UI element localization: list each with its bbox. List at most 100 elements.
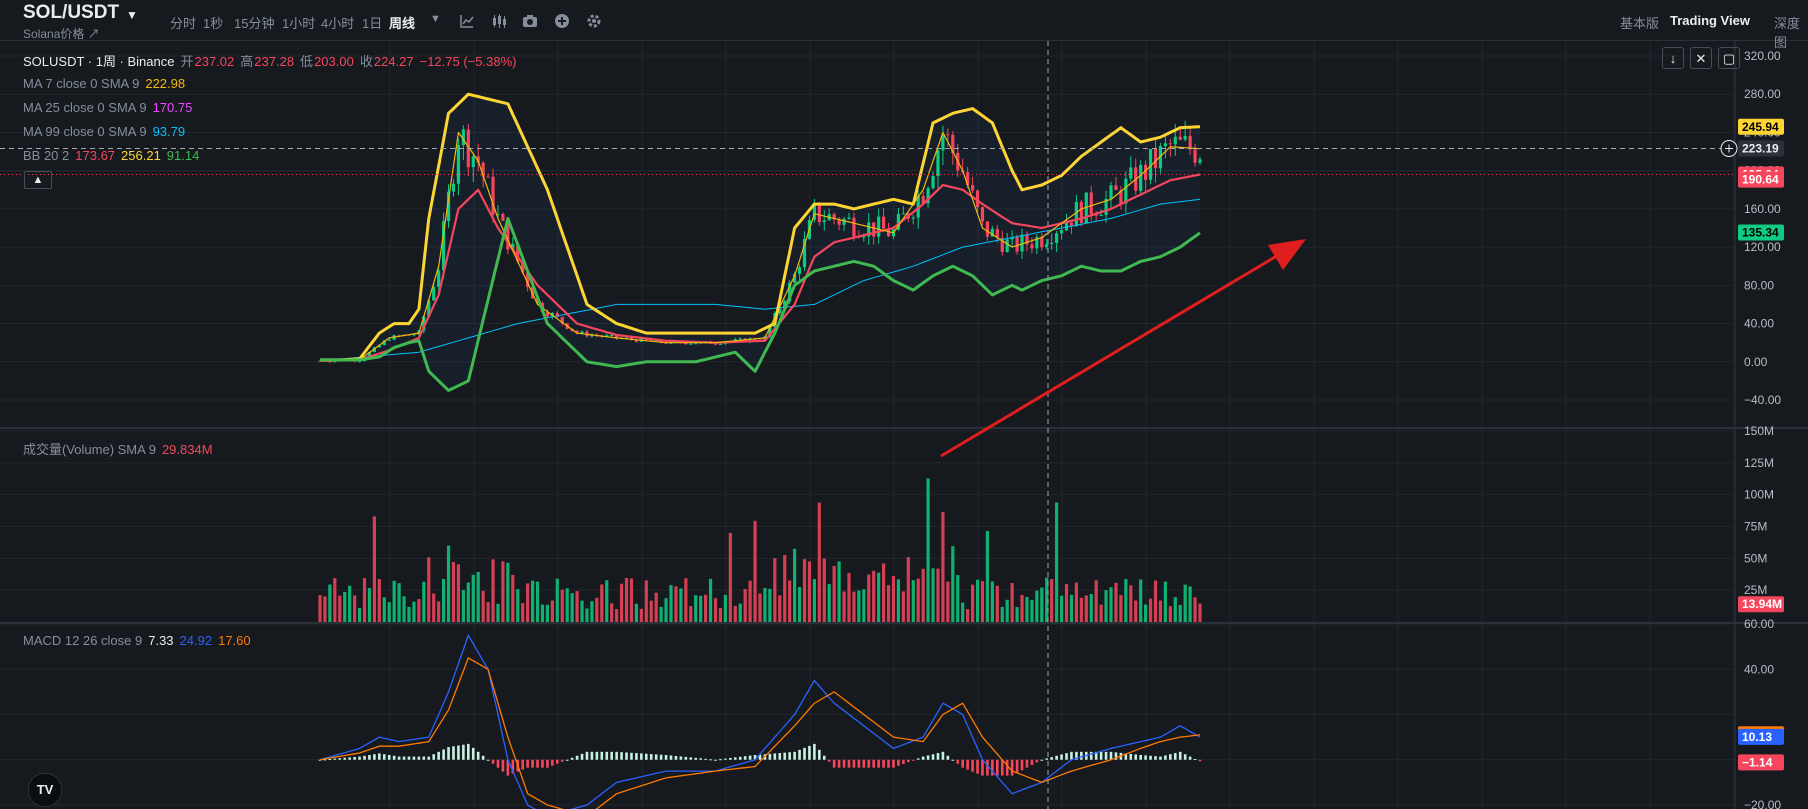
bb-upper: 256.21	[121, 148, 161, 163]
volume-bar	[422, 581, 426, 622]
volume-bar	[1104, 590, 1108, 622]
candle	[862, 236, 866, 238]
indicator-icon[interactable]	[459, 13, 475, 29]
volume-bar	[407, 606, 411, 622]
candle	[812, 202, 816, 220]
volume-bar	[837, 561, 841, 622]
volume-bar	[456, 564, 461, 622]
price-tick-label: 160.00	[1744, 202, 1781, 216]
candle	[1163, 143, 1167, 147]
volume-bar	[674, 586, 678, 622]
candle	[1178, 136, 1182, 140]
macd-hist-bar	[412, 756, 416, 760]
macd-hist-bar	[382, 754, 386, 760]
timeframe-tab-2[interactable]: 1秒	[203, 16, 224, 31]
macd-hist-bar	[684, 756, 688, 760]
macd-hist-bar	[605, 751, 609, 760]
macd-hist-bar	[1060, 754, 1063, 760]
ma25-legend[interactable]: MA 25 close 0 SMA 9 170.75	[23, 100, 198, 115]
timeframe-tab-6[interactable]: 1日	[362, 16, 383, 31]
volume-bar	[550, 600, 554, 622]
macd-legend[interactable]: MACD 12 26 close 9 7.33 24.92 17.60	[23, 633, 257, 648]
camera-icon[interactable]	[522, 13, 538, 29]
settings-icon[interactable]	[586, 13, 602, 29]
macd-hist-bar	[1159, 756, 1162, 760]
candle	[575, 330, 579, 334]
view-tradingview-link[interactable]: Trading View	[1670, 13, 1750, 28]
volume-bar	[427, 557, 431, 622]
expand-icon[interactable]: ▢	[1718, 47, 1740, 69]
tradingview-logo-icon[interactable]: TV	[28, 773, 62, 807]
volume-bar	[629, 578, 634, 622]
volume-tick-label: 50M	[1744, 551, 1767, 565]
macd-hist-bar	[541, 759, 544, 768]
macd-hist-bar	[620, 752, 623, 760]
candle	[422, 316, 426, 331]
candle	[1148, 148, 1153, 180]
symbol-subtitle-link[interactable]: Solana价格 ↗	[23, 27, 100, 41]
candle	[526, 272, 530, 288]
volume-bar	[644, 580, 648, 622]
bb-legend[interactable]: BB 20 2 173.67 256.21 91.14	[23, 148, 205, 163]
volume-bar	[1094, 580, 1098, 622]
candle	[788, 282, 792, 302]
crosshair-overlay	[0, 41, 1738, 809]
legend-symbol: SOLUSDT · 1周 · Binance	[23, 54, 175, 69]
collapse-legend-button[interactable]: ▲	[24, 171, 52, 189]
ma7-legend[interactable]: MA 7 close 0 SMA 9 222.98	[23, 76, 191, 91]
volume-bar	[817, 502, 821, 622]
timeframe-tab-weekly[interactable]: 周线	[389, 16, 416, 31]
download-icon[interactable]: ↓	[1662, 47, 1684, 69]
macd-hist-bar	[931, 754, 935, 760]
price-axis: 320.00280.00240.00200.00160.00120.0080.0…	[1744, 49, 1781, 809]
plus-icon[interactable]	[554, 13, 570, 29]
candle	[1020, 234, 1024, 252]
price-tick-label: 120.00	[1744, 240, 1781, 254]
macd-hist-bar	[551, 759, 554, 766]
more-timeframes-icon[interactable]: ▼	[430, 13, 441, 25]
macd-hist-bar	[1129, 753, 1133, 760]
view-depth-link[interactable]: 深度图	[1774, 16, 1801, 50]
macd-hist-bar	[1144, 755, 1147, 760]
volume-bar	[481, 590, 485, 622]
volume-bar	[936, 568, 940, 622]
candle	[1168, 143, 1172, 145]
volume-bar	[362, 578, 367, 622]
macd-histogram	[318, 743, 1202, 776]
macd-hist-bar	[1154, 756, 1157, 760]
candle	[580, 331, 584, 334]
candle	[1000, 237, 1004, 252]
volume-bar	[1129, 585, 1133, 622]
macd-hist-bar	[808, 745, 811, 760]
candle	[432, 286, 436, 301]
volume-bar	[600, 584, 604, 622]
volume-bar	[975, 579, 980, 622]
high-value: 237.28	[254, 54, 295, 69]
candle	[1064, 222, 1069, 231]
symbol-dropdown-icon[interactable]: ▼	[126, 8, 138, 22]
fullscreen-icon[interactable]: ✕	[1690, 47, 1712, 69]
candle	[461, 129, 465, 145]
symbol-title[interactable]: SOL/USDT	[23, 2, 120, 23]
timeframe-tab-5[interactable]: 4小时	[321, 16, 355, 31]
candle	[501, 214, 505, 221]
timeframe-tab-4[interactable]: 1小时	[282, 16, 316, 31]
candle-type-icon[interactable]	[491, 13, 507, 29]
volume-bar	[1099, 604, 1103, 622]
volume-bar	[1134, 600, 1138, 622]
macd-hist-bar	[1149, 755, 1152, 760]
macd-hist-bar	[402, 756, 406, 760]
candle	[1079, 201, 1083, 224]
volume-bar	[995, 585, 999, 622]
view-basic-link[interactable]: 基本版	[1620, 16, 1660, 31]
candle	[985, 221, 990, 237]
volume-legend[interactable]: 成交量(Volume) SMA 9 29.834M	[23, 439, 219, 458]
timeframe-tab-1[interactable]: 分时	[170, 16, 197, 31]
timeframe-tab-3[interactable]: 15分钟	[234, 16, 275, 31]
ma99-legend[interactable]: MA 99 close 0 SMA 9 93.79	[23, 124, 191, 139]
macd-hist-bar	[625, 752, 628, 760]
volume-value: 29.834M	[161, 442, 213, 457]
volume-bar	[1035, 590, 1039, 622]
volume-bar	[565, 588, 569, 622]
